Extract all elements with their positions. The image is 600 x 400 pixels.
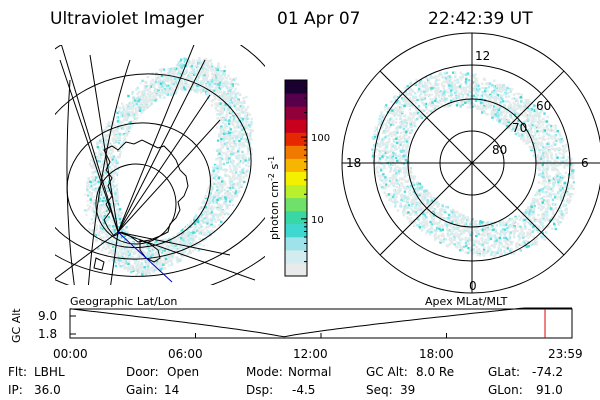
colorbar-label: photon cm-2 s-1 [267,156,281,240]
colorbar-segment [285,106,307,120]
colorbar-segment [285,197,307,212]
status-door-value: Open [167,365,199,379]
colorbar-segment [285,210,307,225]
altitude-timeline [69,307,573,339]
status-glon-value: 91.0 [536,383,563,397]
coastline-peninsula [139,239,161,263]
mlt-meridian [471,162,565,256]
mlt-label-0: 0 [469,279,477,293]
status-seq-label: Seq: [366,383,393,397]
coastline-island [93,257,105,271]
sun-direction-line [117,231,173,283]
magnetic-caption: Apex MLat/MLT [425,295,508,308]
magnetic-grid [341,32,600,294]
status-glat-label: GLat: [488,365,520,379]
status-glon-label: GLon: [488,383,523,397]
mlt-meridian [379,70,473,164]
status-flt-label: Flt: [8,365,27,379]
geo-meridian [117,231,231,256]
geo-meridian-curve [66,79,75,285]
colorbar-segment [285,236,307,251]
xtick-06-00: 06:00 [168,347,203,361]
instrument-title: Ultraviolet Imager [50,9,204,29]
geo-meridian [55,231,119,280]
geo-meridian [110,231,119,285]
status-dsp-value: -4.5 [292,383,315,397]
colorbar-segment [285,249,307,264]
xtick-18-00: 18:00 [419,347,454,361]
colorbar-segment [285,132,307,146]
magnetic-polar-panel: 12 0 18 6 60 70 80 [341,32,600,294]
status-ip-label: IP: [8,383,23,397]
mlat-label-60: 60 [536,99,551,113]
geo-meridian [117,94,211,233]
mlt-meridian [379,162,473,256]
geo-meridian [89,54,119,233]
geo-meridian [117,45,195,233]
mlat-label-70: 70 [512,121,527,135]
mlt-label-12: 12 [475,49,490,63]
status-mode-value: Normal [288,365,331,379]
status-row-2: IP: 36.0 Gain: 14 Dsp: -4.5 Seq: 39 GLon… [8,383,563,397]
colorbar-segment [285,145,307,159]
colorbar-segment [285,184,307,199]
ytick-9-0: 9.0 [38,309,57,323]
status-gcalt-label: GC Alt: [366,365,408,379]
altitude-curve [69,307,572,338]
xtick-12-00: 12:00 [293,347,328,361]
coastline [103,139,189,243]
status-gain-label: Gain: [126,383,158,397]
colorbar-segment [285,119,307,133]
colorbar: 100 10 [284,79,330,277]
status-flt-value: LBHL [34,365,65,379]
status-ip-value: 36.0 [34,383,61,397]
time-label: 22:42:39 UT [428,9,533,29]
colorbar-tick-100: 100 [311,133,330,144]
status-mode-label: Mode: [246,365,283,379]
geo-meridian [60,45,119,233]
geo-meridian [117,119,221,233]
xtick-23-59: 23:59 [548,347,583,361]
colorbar-tick-10: 10 [311,215,324,226]
status-seq-value: 39 [400,383,415,397]
geo-meridian [117,59,206,233]
colorbar-segment [285,223,307,238]
status-gcalt-value: 8.0 Re [416,365,454,379]
mlt-label-18: 18 [346,156,361,170]
colorbar-segment [285,93,307,107]
geo-meridian-curve [87,59,131,285]
mlat-label-80: 80 [492,143,507,157]
status-glat-value: -74.2 [532,365,563,379]
colorbar-segment [285,80,307,94]
geo-lat-circle [55,45,265,277]
geographic-map-panel [55,45,265,285]
status-row-1: Flt: LBHL Door: Open Mode: Normal GC Alt… [8,365,563,379]
mlt-meridian [471,70,565,164]
timeline-ylabel: GC Alt [10,308,23,343]
status-gain-value: 14 [164,383,179,397]
colorbar-frame [284,79,308,277]
status-door-label: Door: [126,365,159,379]
status-dsp-label: Dsp: [246,383,273,397]
mlt-label-6: 6 [581,156,589,170]
colorbar-segment [285,171,307,186]
geo-lat-circle [55,73,252,260]
colorbar-segment [285,158,307,172]
xtick-00-00: 00:00 [53,347,88,361]
geographic-grid [55,45,265,285]
date-label: 01 Apr 07 [277,9,360,29]
colorbar-segment [285,262,307,277]
geographic-caption: Geographic Lat/Lon [70,295,177,308]
ytick-1-8: 1.8 [38,327,57,341]
